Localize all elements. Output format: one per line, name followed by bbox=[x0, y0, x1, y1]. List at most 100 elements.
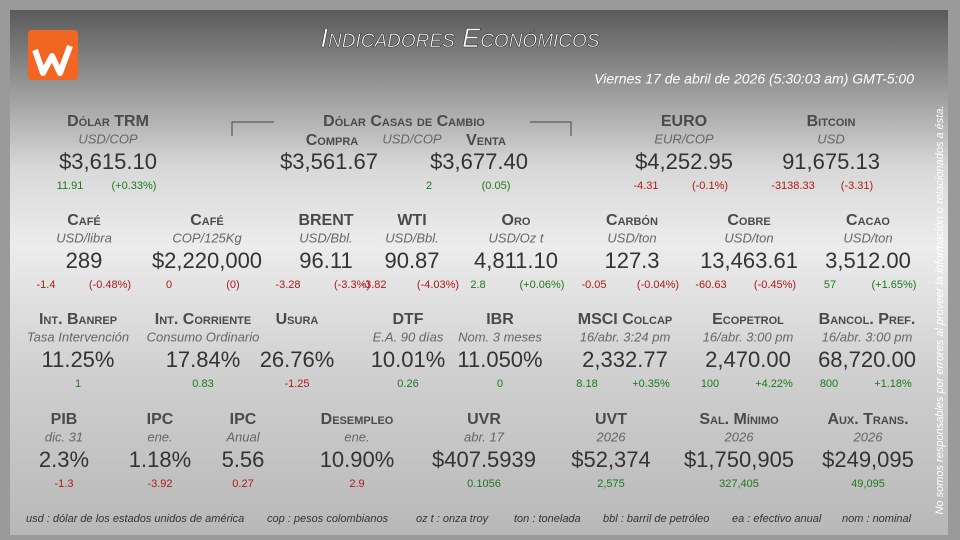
indicator-value: 11.25% bbox=[42, 347, 115, 372]
indicator-name: Ecopetrol bbox=[712, 311, 784, 328]
indicator-value: 10.90% bbox=[320, 447, 395, 472]
indicator-name: Café bbox=[67, 212, 101, 229]
indicator-name: Café bbox=[190, 212, 224, 229]
change: 2 bbox=[426, 180, 432, 192]
change: -3138.33 bbox=[771, 180, 814, 192]
change: 8.18 bbox=[576, 378, 597, 390]
indicator-name: Oro bbox=[502, 212, 531, 229]
buy-value: $3,561.67 bbox=[280, 149, 378, 174]
indicator-unit: abr. 17 bbox=[464, 429, 505, 444]
change: -3.28 bbox=[275, 279, 300, 291]
indicator-value: 10.01% bbox=[371, 347, 446, 372]
indicator-name: Sal. Mínimo bbox=[699, 411, 779, 428]
change: -3.92 bbox=[147, 478, 172, 490]
indicator-unit: 16/abr. 3:00 pm bbox=[703, 329, 794, 344]
indicator-unit: USD/ton bbox=[843, 230, 892, 245]
indicator-unit: 2026 bbox=[596, 429, 627, 444]
change-pct: (0) bbox=[226, 279, 239, 291]
indicator-name: DTF bbox=[392, 311, 423, 328]
change: 0.1056 bbox=[467, 478, 501, 490]
indicator-unit: USD/libra bbox=[56, 230, 112, 245]
indicator-unit: USD/COP bbox=[78, 131, 138, 146]
indicator-value: 3,512.00 bbox=[825, 248, 911, 273]
sell-value: $3,677.40 bbox=[430, 149, 528, 174]
change: 11.91 bbox=[57, 180, 84, 192]
change-pct: (-0.1%) bbox=[692, 180, 728, 192]
change: 0 bbox=[166, 279, 172, 291]
indicator-unit: Consumo Ordinario bbox=[147, 329, 260, 344]
change-pct: (-3.3%) bbox=[334, 279, 370, 291]
indicator-name: IPC bbox=[147, 411, 174, 428]
indicator-value: $3,615.10 bbox=[59, 149, 157, 174]
change: 327,405 bbox=[719, 478, 759, 490]
indicator-name: UVT bbox=[595, 411, 627, 428]
date: Viernes 17 de abril de 2026 (5:30:03 am)… bbox=[594, 71, 914, 87]
indicator-unit: USD/Bbl. bbox=[385, 230, 438, 245]
indicator-value: $2,220,000 bbox=[152, 248, 262, 273]
indicator-value: 11.050% bbox=[457, 347, 542, 372]
indicator-value: 5.56 bbox=[222, 447, 265, 472]
change: -1.4 bbox=[37, 279, 56, 291]
indicator-value: 90.87 bbox=[384, 248, 439, 273]
change-pct: +0.35% bbox=[632, 378, 670, 390]
indicator-value: 91,675.13 bbox=[782, 149, 880, 174]
logo-mark bbox=[32, 44, 73, 76]
indicator-value: $407.5939 bbox=[432, 447, 536, 472]
change-pct: (-3.31) bbox=[841, 180, 873, 192]
change-pct: (-0.48%) bbox=[89, 279, 131, 291]
indicator-name: Usura bbox=[276, 311, 319, 328]
disclaimer: No somos responsables por errores al pro… bbox=[934, 105, 946, 514]
change: -1.25 bbox=[284, 378, 309, 390]
indicator-value: 1.18% bbox=[129, 447, 191, 472]
indicator-unit: USD/ton bbox=[724, 230, 773, 245]
change: -0.05 bbox=[581, 279, 606, 291]
indicator-name: WTI bbox=[397, 212, 426, 229]
change-pct: (+0.33%) bbox=[112, 180, 157, 192]
indicator-value: $52,374 bbox=[571, 447, 651, 472]
indicator-value: 2.3% bbox=[39, 447, 89, 472]
change-pct: (0.05) bbox=[482, 180, 511, 192]
indicator-name: Carbón bbox=[606, 212, 658, 229]
indicator-name: MSCI Colcap bbox=[578, 311, 673, 328]
indicator-unit: EUR/COP bbox=[654, 131, 714, 146]
change-pct: +1.18% bbox=[874, 378, 912, 390]
indicator-name: BRENT bbox=[298, 212, 353, 229]
footnote: cop : pesos colombianos bbox=[267, 513, 389, 525]
group-title: Dólar Casas de Cambio bbox=[323, 113, 485, 130]
change-pct: (-4.03%) bbox=[417, 279, 459, 291]
change-pct: (-0.45%) bbox=[754, 279, 796, 291]
indicator-unit: ene. bbox=[344, 429, 369, 444]
indicator-name: Bancol. Pref. bbox=[819, 311, 916, 328]
footnote: ton : tonelada bbox=[514, 513, 581, 525]
indicator-unit: E.A. 90 días bbox=[373, 329, 444, 344]
indicator-name: PIB bbox=[51, 411, 78, 428]
indicator-unit: 2026 bbox=[853, 429, 884, 444]
indicator-value: 4,811.10 bbox=[474, 248, 558, 273]
indicator-unit: 2026 bbox=[724, 429, 755, 444]
indicator-value: $1,750,905 bbox=[684, 447, 794, 472]
change: -3.82 bbox=[361, 279, 386, 291]
group-bracket bbox=[231, 121, 572, 136]
indicator-value: 2,332.77 bbox=[582, 347, 668, 372]
indicator-name: IPC bbox=[230, 411, 257, 428]
indicator-unit: Anual bbox=[225, 429, 260, 444]
footnote: ea : efectivo anual bbox=[732, 513, 822, 525]
indicator-value: 26.76% bbox=[260, 347, 335, 372]
change-pct: (+1.65%) bbox=[872, 279, 917, 291]
indicator-name: EURO bbox=[661, 113, 707, 130]
change-pct: (+0.06%) bbox=[520, 279, 565, 291]
footnote: bbl : barril de petróleo bbox=[603, 513, 709, 525]
change: 57 bbox=[824, 279, 836, 291]
indicator-unit: Nom. 3 meses bbox=[458, 329, 542, 344]
indicator-value: 68,720.00 bbox=[818, 347, 916, 372]
indicator-unit: USD/Bbl. bbox=[299, 230, 352, 245]
indicator-unit: USD/Oz t bbox=[489, 230, 545, 245]
change: 0 bbox=[497, 378, 503, 390]
indicator-value: 96.11 bbox=[299, 248, 352, 273]
background bbox=[10, 10, 948, 535]
page-title: Indicadores Económicos bbox=[321, 23, 600, 53]
change-pct: (-0.04%) bbox=[637, 279, 679, 291]
indicator-value: 127.3 bbox=[604, 248, 659, 273]
change: 800 bbox=[820, 378, 838, 390]
footnote: usd : dólar de los estados unidos de amé… bbox=[26, 513, 244, 525]
